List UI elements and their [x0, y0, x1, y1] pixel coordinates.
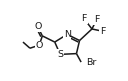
Text: N: N [64, 30, 71, 39]
Text: S: S [57, 50, 63, 59]
Text: Br: Br [86, 58, 96, 67]
Text: F: F [82, 14, 87, 23]
Text: F: F [100, 27, 105, 36]
Text: O: O [36, 41, 43, 50]
Text: F: F [94, 15, 99, 24]
Text: O: O [34, 22, 41, 31]
